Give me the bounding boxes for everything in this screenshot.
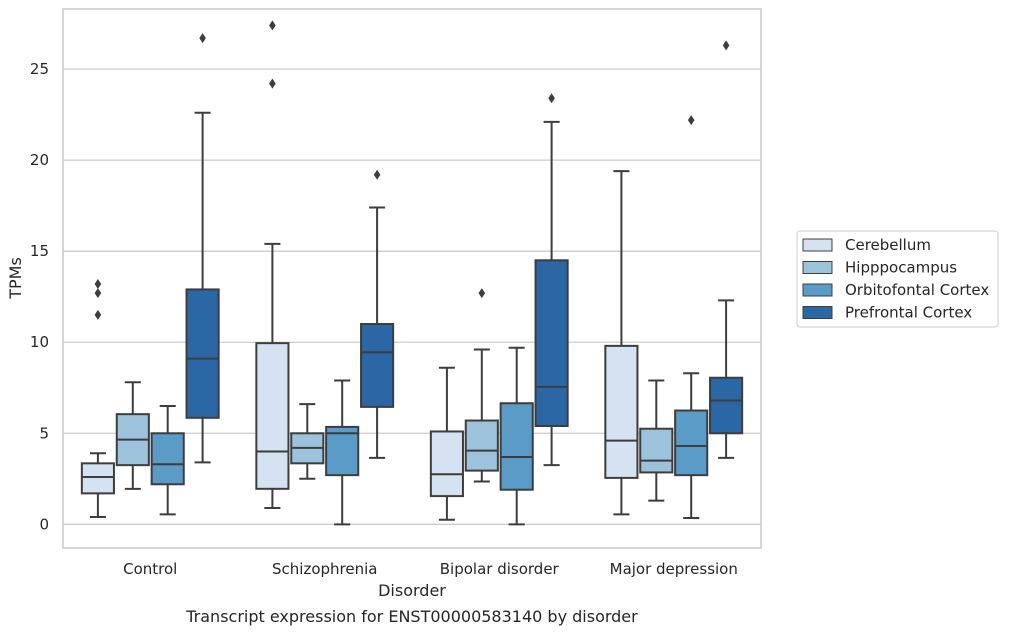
box-orbitofontal-cortex bbox=[674, 115, 709, 519]
y-tick-label: 15 bbox=[30, 242, 49, 260]
legend-label: Hipppocampus bbox=[845, 259, 957, 277]
legend-swatch bbox=[802, 283, 833, 297]
box-body bbox=[534, 259, 569, 427]
box-group-schizophrenia bbox=[255, 20, 395, 526]
box-prefrontal-cortex bbox=[534, 93, 569, 467]
x-axis-label: Disorder bbox=[378, 581, 446, 600]
x-tick-label: Control bbox=[123, 560, 177, 578]
x-tick-labels: Control Schizophrenia Bipolar disorder Majo… bbox=[123, 560, 738, 578]
y-tick-label: 0 bbox=[39, 515, 49, 533]
box-body bbox=[639, 427, 674, 474]
y-tick-label: 25 bbox=[30, 60, 49, 78]
box-group-bipolar-disorder bbox=[429, 93, 569, 526]
legend-label: Prefrontal Cortex bbox=[845, 304, 972, 322]
box-cerebellum bbox=[80, 278, 115, 519]
box-orbitofontal-cortex bbox=[499, 346, 534, 526]
legend-label: Cerebellum bbox=[845, 236, 931, 254]
box-body bbox=[604, 344, 639, 479]
box-cerebellum bbox=[255, 20, 290, 509]
outlier-point bbox=[373, 169, 381, 180]
box-body bbox=[674, 409, 709, 477]
box-hipppocampus bbox=[464, 288, 499, 483]
box-hipppocampus bbox=[290, 403, 325, 480]
outlier-point bbox=[94, 288, 102, 299]
box-body bbox=[185, 288, 220, 419]
legend-label: Orbitofontal Cortex bbox=[845, 281, 989, 299]
box-cerebellum bbox=[604, 170, 639, 516]
box-group-control bbox=[80, 33, 220, 519]
legend-swatch bbox=[802, 261, 833, 274]
outlier-point bbox=[478, 288, 486, 299]
box-prefrontal-cortex bbox=[709, 40, 744, 459]
outlier-point bbox=[269, 20, 276, 31]
box-body bbox=[499, 402, 534, 491]
outlier-point bbox=[94, 278, 102, 289]
outlier-point bbox=[199, 33, 206, 44]
outlier-point bbox=[269, 78, 276, 89]
x-tick-label: Schizophrenia bbox=[272, 560, 377, 578]
figure-caption: Transcript expression for ENST0000058314… bbox=[185, 607, 638, 626]
box-orbitofontal-cortex bbox=[150, 404, 185, 516]
outlier-point bbox=[687, 115, 695, 126]
box-prefrontal-cortex bbox=[360, 169, 395, 459]
y-tick-labels: 0 5 10 15 20 25 bbox=[30, 60, 49, 533]
outlier-point bbox=[722, 40, 730, 51]
y-tick-label: 20 bbox=[30, 151, 49, 169]
box-body bbox=[80, 462, 115, 495]
box-body bbox=[360, 323, 395, 408]
box-groups bbox=[80, 20, 744, 526]
outlier-point bbox=[548, 93, 555, 104]
box-prefrontal-cortex bbox=[185, 33, 220, 464]
box-orbitofontal-cortex bbox=[325, 379, 360, 526]
y-axis-label: TPMs bbox=[6, 257, 25, 300]
y-tick-label: 10 bbox=[30, 333, 49, 351]
box-hipppocampus bbox=[639, 379, 674, 502]
x-tick-label: Bipolar disorder bbox=[440, 560, 560, 578]
y-tick-label: 5 bbox=[39, 424, 49, 442]
plot-frame bbox=[62, 8, 762, 549]
x-tick-label: Major depression bbox=[610, 560, 738, 578]
box-hipppocampus bbox=[115, 381, 150, 490]
box-body bbox=[255, 342, 290, 490]
legend: Cerebellum Hipppocampus Orbitofontal Corte… bbox=[796, 230, 999, 328]
legend-swatch bbox=[802, 306, 833, 319]
box-body bbox=[325, 425, 360, 477]
legend-frame bbox=[796, 230, 999, 328]
box-body bbox=[464, 419, 499, 472]
box-body bbox=[429, 430, 464, 498]
box-group-major-depression bbox=[604, 40, 744, 519]
outlier-point bbox=[94, 309, 102, 320]
box-cerebellum bbox=[429, 366, 464, 521]
legend-swatch bbox=[802, 238, 833, 252]
box-body bbox=[150, 432, 185, 486]
box-body bbox=[709, 376, 744, 435]
